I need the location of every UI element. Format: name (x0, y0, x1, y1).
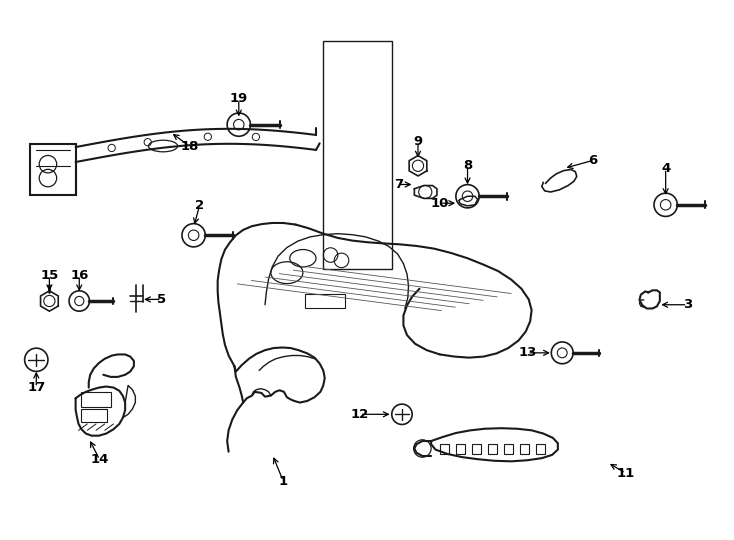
Text: 19: 19 (230, 92, 248, 105)
Text: 5: 5 (157, 293, 166, 306)
Text: 16: 16 (70, 269, 89, 282)
Text: 12: 12 (351, 408, 369, 421)
Bar (81, 392, 111, 407)
Text: 15: 15 (40, 269, 59, 282)
Bar (81, 409, 107, 422)
Bar (520, 444, 528, 454)
Text: 10: 10 (431, 197, 449, 210)
Bar (440, 444, 448, 454)
Text: 7: 7 (393, 178, 403, 191)
Text: 18: 18 (180, 139, 198, 152)
Bar (536, 444, 545, 454)
Bar (472, 444, 481, 454)
Text: 11: 11 (617, 467, 635, 480)
Text: 1: 1 (279, 475, 288, 488)
Bar (30, 144, 76, 195)
Text: 14: 14 (90, 453, 109, 466)
Text: 9: 9 (413, 135, 423, 148)
Bar (504, 444, 512, 454)
Text: 2: 2 (195, 199, 204, 212)
Text: 3: 3 (683, 298, 692, 311)
Text: 8: 8 (463, 159, 472, 172)
Bar (488, 444, 497, 454)
Bar (323, 41, 393, 269)
Text: 17: 17 (27, 381, 46, 394)
Bar (305, 294, 345, 308)
Text: 6: 6 (588, 154, 597, 167)
Bar (456, 444, 465, 454)
Text: 13: 13 (518, 346, 537, 359)
Text: 4: 4 (661, 162, 670, 175)
